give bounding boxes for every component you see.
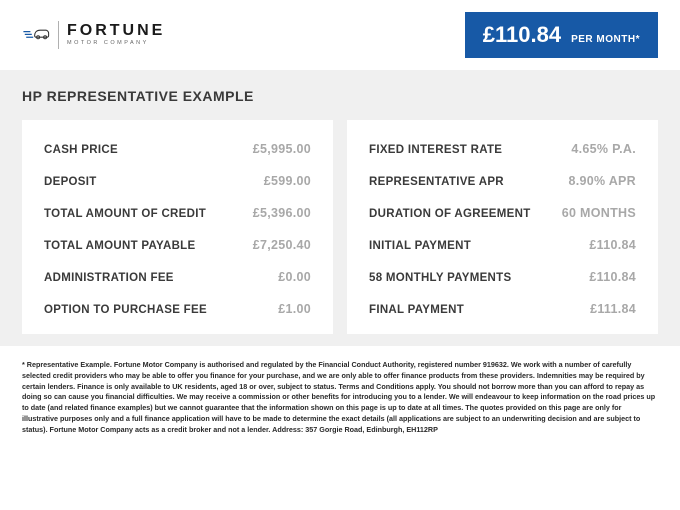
panels: CASH PRICE £5,995.00 DEPOSIT £599.00 TOTAL… (22, 120, 658, 334)
logo-divider (58, 21, 59, 49)
row-value: 4.65% P.A. (571, 142, 636, 156)
row-label: ADMINISTRATION FEE (44, 272, 174, 284)
header: FORTUNE MOTOR COMPANY £110.84 PER MONTH* (0, 0, 680, 70)
table-row: CASH PRICE £5,995.00 (44, 142, 311, 156)
row-value: £110.84 (589, 238, 636, 252)
row-label: DURATION OF AGREEMENT (369, 208, 531, 220)
table-row: DURATION OF AGREEMENT 60 MONTHS (369, 206, 636, 220)
table-row: TOTAL AMOUNT OF CREDIT £5,396.00 (44, 206, 311, 220)
row-value: £1.00 (278, 302, 311, 316)
price-period: PER MONTH* (571, 34, 640, 45)
logo-text: FORTUNE MOTOR COMPANY (67, 23, 165, 47)
row-label: REPRESENTATIVE APR (369, 176, 504, 188)
table-row: DEPOSIT £599.00 (44, 174, 311, 188)
row-value: 60 MONTHS (562, 206, 636, 220)
row-label: TOTAL AMOUNT PAYABLE (44, 240, 195, 252)
table-row: OPTION TO PURCHASE FEE £1.00 (44, 302, 311, 316)
row-label: FINAL PAYMENT (369, 304, 464, 316)
row-value: £0.00 (278, 270, 311, 284)
content: HP REPRESENTATIVE EXAMPLE CASH PRICE £5,9… (0, 70, 680, 346)
right-panel: FIXED INTEREST RATE 4.65% P.A. REPRESENTA… (347, 120, 658, 334)
price-amount: £110.84 (483, 22, 561, 48)
price-badge: £110.84 PER MONTH* (465, 12, 658, 58)
table-row: FINAL PAYMENT £111.84 (369, 302, 636, 316)
row-value: £110.84 (589, 270, 636, 284)
row-label: DEPOSIT (44, 176, 97, 188)
row-label: CASH PRICE (44, 144, 118, 156)
row-value: £5,396.00 (253, 206, 311, 220)
row-label: OPTION TO PURCHASE FEE (44, 304, 207, 316)
row-value: 8.90% APR (568, 174, 636, 188)
table-row: 58 MONTHLY PAYMENTS £110.84 (369, 270, 636, 284)
row-value: £111.84 (590, 302, 636, 316)
section-title: HP REPRESENTATIVE EXAMPLE (22, 88, 658, 104)
logo-main: FORTUNE (67, 23, 165, 39)
disclaimer: * Representative Example. Fortune Motor … (0, 346, 680, 450)
row-value: £7,250.40 (253, 238, 311, 252)
row-label: INITIAL PAYMENT (369, 240, 471, 252)
row-label: 58 MONTHLY PAYMENTS (369, 272, 511, 284)
table-row: INITIAL PAYMENT £110.84 (369, 238, 636, 252)
table-row: ADMINISTRATION FEE £0.00 (44, 270, 311, 284)
logo-sub: MOTOR COMPANY (67, 41, 165, 47)
row-value: £5,995.00 (253, 142, 311, 156)
table-row: REPRESENTATIVE APR 8.90% APR (369, 174, 636, 188)
table-row: FIXED INTEREST RATE 4.65% P.A. (369, 142, 636, 156)
row-label: TOTAL AMOUNT OF CREDIT (44, 208, 206, 220)
row-label: FIXED INTEREST RATE (369, 144, 502, 156)
table-row: TOTAL AMOUNT PAYABLE £7,250.40 (44, 238, 311, 252)
left-panel: CASH PRICE £5,995.00 DEPOSIT £599.00 TOTAL… (22, 120, 333, 334)
car-stream-icon (22, 23, 50, 48)
logo: FORTUNE MOTOR COMPANY (22, 21, 165, 49)
row-value: £599.00 (264, 174, 311, 188)
